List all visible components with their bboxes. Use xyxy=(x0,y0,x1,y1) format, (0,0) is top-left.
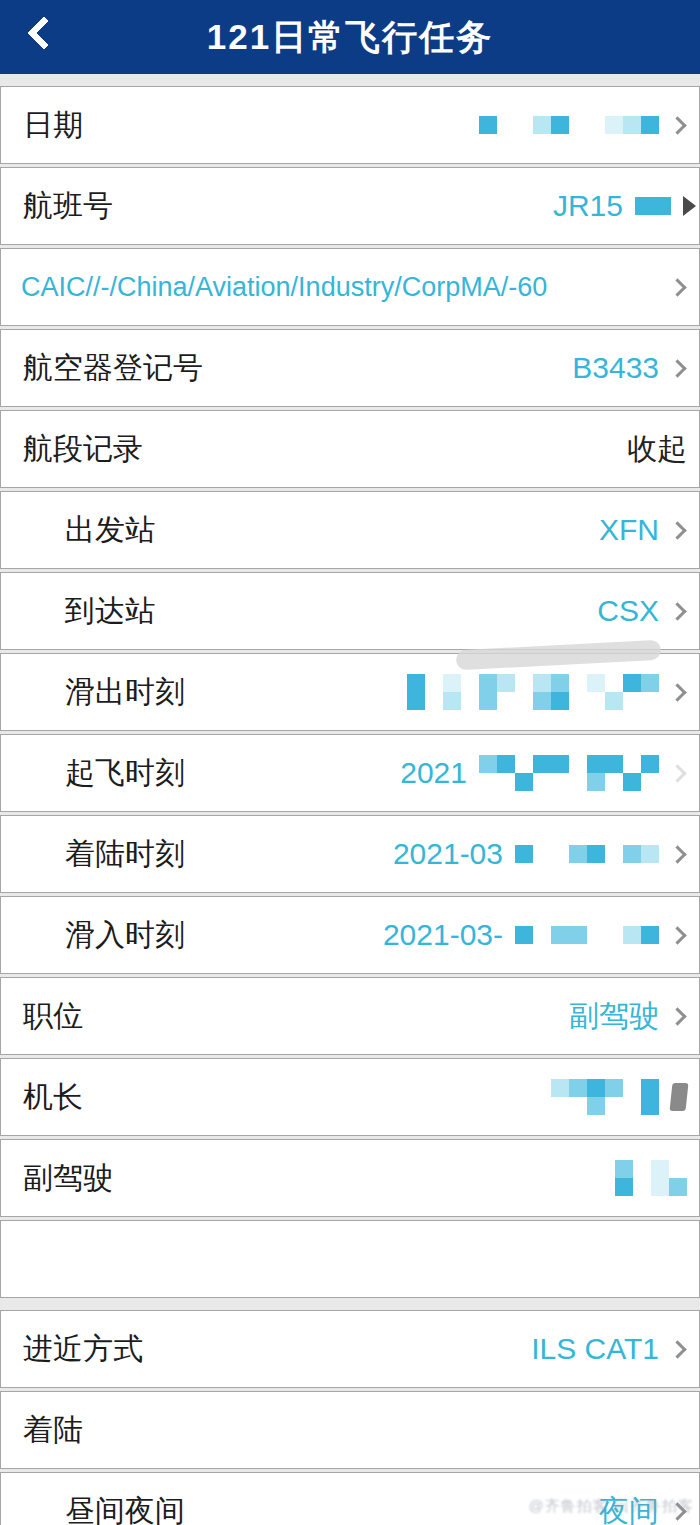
row-taxi-out-time[interactable]: 滑出时刻 xyxy=(0,653,700,731)
row-takeoff-time[interactable]: 起飞时刻 2021 xyxy=(0,734,700,812)
chevron-right-icon xyxy=(668,521,686,539)
row-label-captain: 机长 xyxy=(1,1077,83,1118)
row-label-landing-section: 着陆 xyxy=(1,1410,83,1451)
row-value-position: 副驾驶 xyxy=(569,996,659,1037)
chevron-right-icon xyxy=(668,683,686,701)
row-value-segment-record: 收起 xyxy=(627,429,687,470)
redacted-chevron-mark xyxy=(670,1083,689,1111)
chevron-right-icon xyxy=(668,845,686,863)
row-departure-station[interactable]: 出发站 XFN xyxy=(0,491,700,569)
form-list: 日期航班号 JR15 CAIC//-/China/Aviation/Industry… xyxy=(0,74,700,1525)
row-aircraft-registration[interactable]: 航空器登记号 B3433 xyxy=(0,329,700,407)
row-label-departure-station: 出发站 xyxy=(1,510,155,551)
row-right-taxi-out-time xyxy=(407,674,699,710)
redacted-value-landing-time xyxy=(515,845,659,863)
row-right-flight-number: JR15 xyxy=(553,189,699,223)
redacted-value-taxi-in-time xyxy=(515,926,659,944)
row-right-landing-time: 2021-03 xyxy=(393,837,699,871)
row-label-flight-number: 航班号 xyxy=(1,186,113,227)
row-position[interactable]: 职位 副驾驶 xyxy=(0,977,700,1055)
row-right-arrival-station: CSX xyxy=(597,594,699,628)
clipped-chevron-icon xyxy=(683,196,696,216)
row-value-taxi-in-time: 2021-03- xyxy=(383,918,503,952)
row-date[interactable]: 日期 xyxy=(0,86,700,164)
row-label-landing-time: 着陆时刻 xyxy=(1,834,185,875)
row-approach-type[interactable]: 进近方式 ILS CAT1 xyxy=(0,1310,700,1388)
row-right-date xyxy=(479,116,699,134)
row-right-captain xyxy=(551,1079,699,1115)
row-right-aircraft-registration: B3433 xyxy=(572,351,699,385)
row-label-day-night: 昼间夜间 xyxy=(1,1491,185,1525)
row-label-takeoff-time: 起飞时刻 xyxy=(1,753,185,794)
row-value-approach-type: ILS CAT1 xyxy=(531,1332,659,1366)
redacted-value-flight-number xyxy=(635,197,671,215)
row-copilot[interactable]: 副驾驶 xyxy=(0,1139,700,1217)
row-right-takeoff-time: 2021 xyxy=(400,755,699,791)
chevron-right-icon xyxy=(668,116,686,134)
row-right-caic-code xyxy=(671,281,699,294)
row-right-taxi-in-time: 2021-03- xyxy=(383,918,699,952)
chevron-right-icon xyxy=(668,602,686,620)
row-label-date: 日期 xyxy=(1,105,83,146)
row-label-approach-type: 进近方式 xyxy=(1,1329,143,1370)
app-header: 121日常飞行任务 xyxy=(0,0,700,74)
row-label-taxi-out-time: 滑出时刻 xyxy=(1,672,185,713)
chevron-right-icon xyxy=(668,1340,686,1358)
row-right-departure-station: XFN xyxy=(599,513,699,547)
row-value-landing-time: 2021-03 xyxy=(393,837,503,871)
redacted-value-takeoff-time xyxy=(479,755,659,791)
row-caic-code[interactable]: CAIC//-/China/Aviation/Industry/CorpMA/-… xyxy=(0,248,700,326)
redacted-value-taxi-out-time xyxy=(407,674,659,710)
row-landing-section: 着陆 xyxy=(0,1391,700,1469)
chevron-right-icon xyxy=(668,278,686,296)
row-right-copilot xyxy=(615,1160,699,1196)
screen: 121日常飞行任务 日期航班号 JR15 CAIC//-/China/Aviatio… xyxy=(0,0,700,1525)
row-right-approach-type: ILS CAT1 xyxy=(531,1332,699,1366)
row-right-position: 副驾驶 xyxy=(569,996,699,1037)
row-value-flight-number: JR15 xyxy=(553,189,623,223)
row-label-arrival-station: 到达站 xyxy=(1,591,155,632)
back-icon[interactable] xyxy=(27,16,61,50)
row-landing-time[interactable]: 着陆时刻 2021-03 xyxy=(0,815,700,893)
row-label-segment-record: 航段记录 xyxy=(1,429,143,470)
row-taxi-in-time[interactable]: 滑入时刻 2021-03- xyxy=(0,896,700,974)
row-arrival-station[interactable]: 到达站 CSX xyxy=(0,572,700,650)
page-title: 121日常飞行任务 xyxy=(207,14,493,61)
row-label-copilot: 副驾驶 xyxy=(1,1158,113,1199)
chevron-right-icon xyxy=(668,764,686,782)
watermark: @齐鲁拍客 回齐鲁拍客 xyxy=(529,1497,694,1516)
row-right-segment-record: 收起 xyxy=(627,429,699,470)
row-value-arrival-station: CSX xyxy=(597,594,659,628)
row-value-aircraft-registration: B3433 xyxy=(572,351,659,385)
redacted-value-date xyxy=(479,116,659,134)
row-segment-record[interactable]: 航段记录 收起 xyxy=(0,410,700,488)
chevron-right-icon xyxy=(668,359,686,377)
row-value-takeoff-time: 2021 xyxy=(400,756,467,790)
row-label-taxi-in-time: 滑入时刻 xyxy=(1,915,185,956)
row-captain[interactable]: 机长 xyxy=(0,1058,700,1136)
chevron-right-icon xyxy=(668,926,686,944)
row-label-aircraft-registration: 航空器登记号 xyxy=(1,348,203,389)
row-label-position: 职位 xyxy=(1,996,83,1037)
chevron-right-icon xyxy=(668,1007,686,1025)
redacted-value-captain xyxy=(551,1079,659,1115)
redacted-value-copilot xyxy=(615,1160,687,1196)
row-value-departure-station: XFN xyxy=(599,513,659,547)
row-flight-number[interactable]: 航班号 JR15 xyxy=(0,167,700,245)
row-spacer xyxy=(0,1220,700,1298)
row-value-caic-code: CAIC//-/China/Aviation/Industry/CorpMA/-… xyxy=(1,272,671,303)
